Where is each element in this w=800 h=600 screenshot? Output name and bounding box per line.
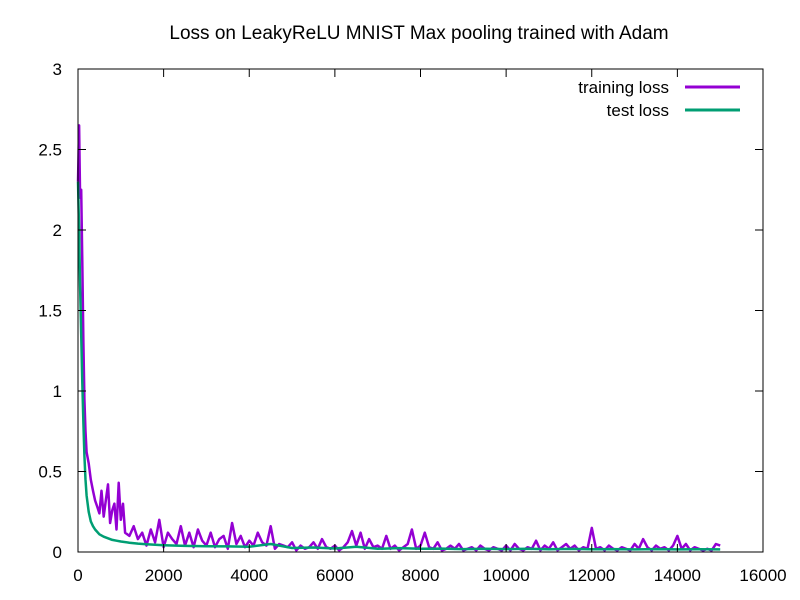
legend-label: training loss xyxy=(578,78,669,97)
x-tick-label: 0 xyxy=(73,566,82,585)
plot-border xyxy=(77,68,764,553)
y-tick-label: 2.5 xyxy=(38,141,62,160)
axes: 0 2000 4000 6000 8000 10000 12000 14000 16000 0 0.… xyxy=(38,60,786,585)
x-tick-label: 2000 xyxy=(145,566,183,585)
y-tick-label: 1 xyxy=(53,382,62,401)
legend-label: test loss xyxy=(607,101,669,120)
y-tick-label: 1.5 xyxy=(38,302,62,321)
x-tick-label: 10000 xyxy=(482,566,529,585)
plot-area xyxy=(76,124,721,552)
y-tick-label: 0.5 xyxy=(38,463,62,482)
x-tick-label: 16000 xyxy=(739,566,786,585)
x-tick-label: 4000 xyxy=(230,566,268,585)
x-tick-label: 12000 xyxy=(568,566,615,585)
x-tick-label: 6000 xyxy=(316,566,354,585)
y-tick-label: 2 xyxy=(53,221,62,240)
series-line-test-loss xyxy=(76,181,721,551)
x-tick-label: 8000 xyxy=(402,566,440,585)
chart-title: Loss on LeakyReLU MNIST Max pooling trai… xyxy=(169,23,668,44)
series-line-training-loss xyxy=(76,124,721,552)
legend: training loss test loss xyxy=(578,78,740,120)
x-tick-label: 14000 xyxy=(654,566,701,585)
y-tick-label: 0 xyxy=(53,543,62,562)
y-tick-label: 3 xyxy=(53,60,62,79)
